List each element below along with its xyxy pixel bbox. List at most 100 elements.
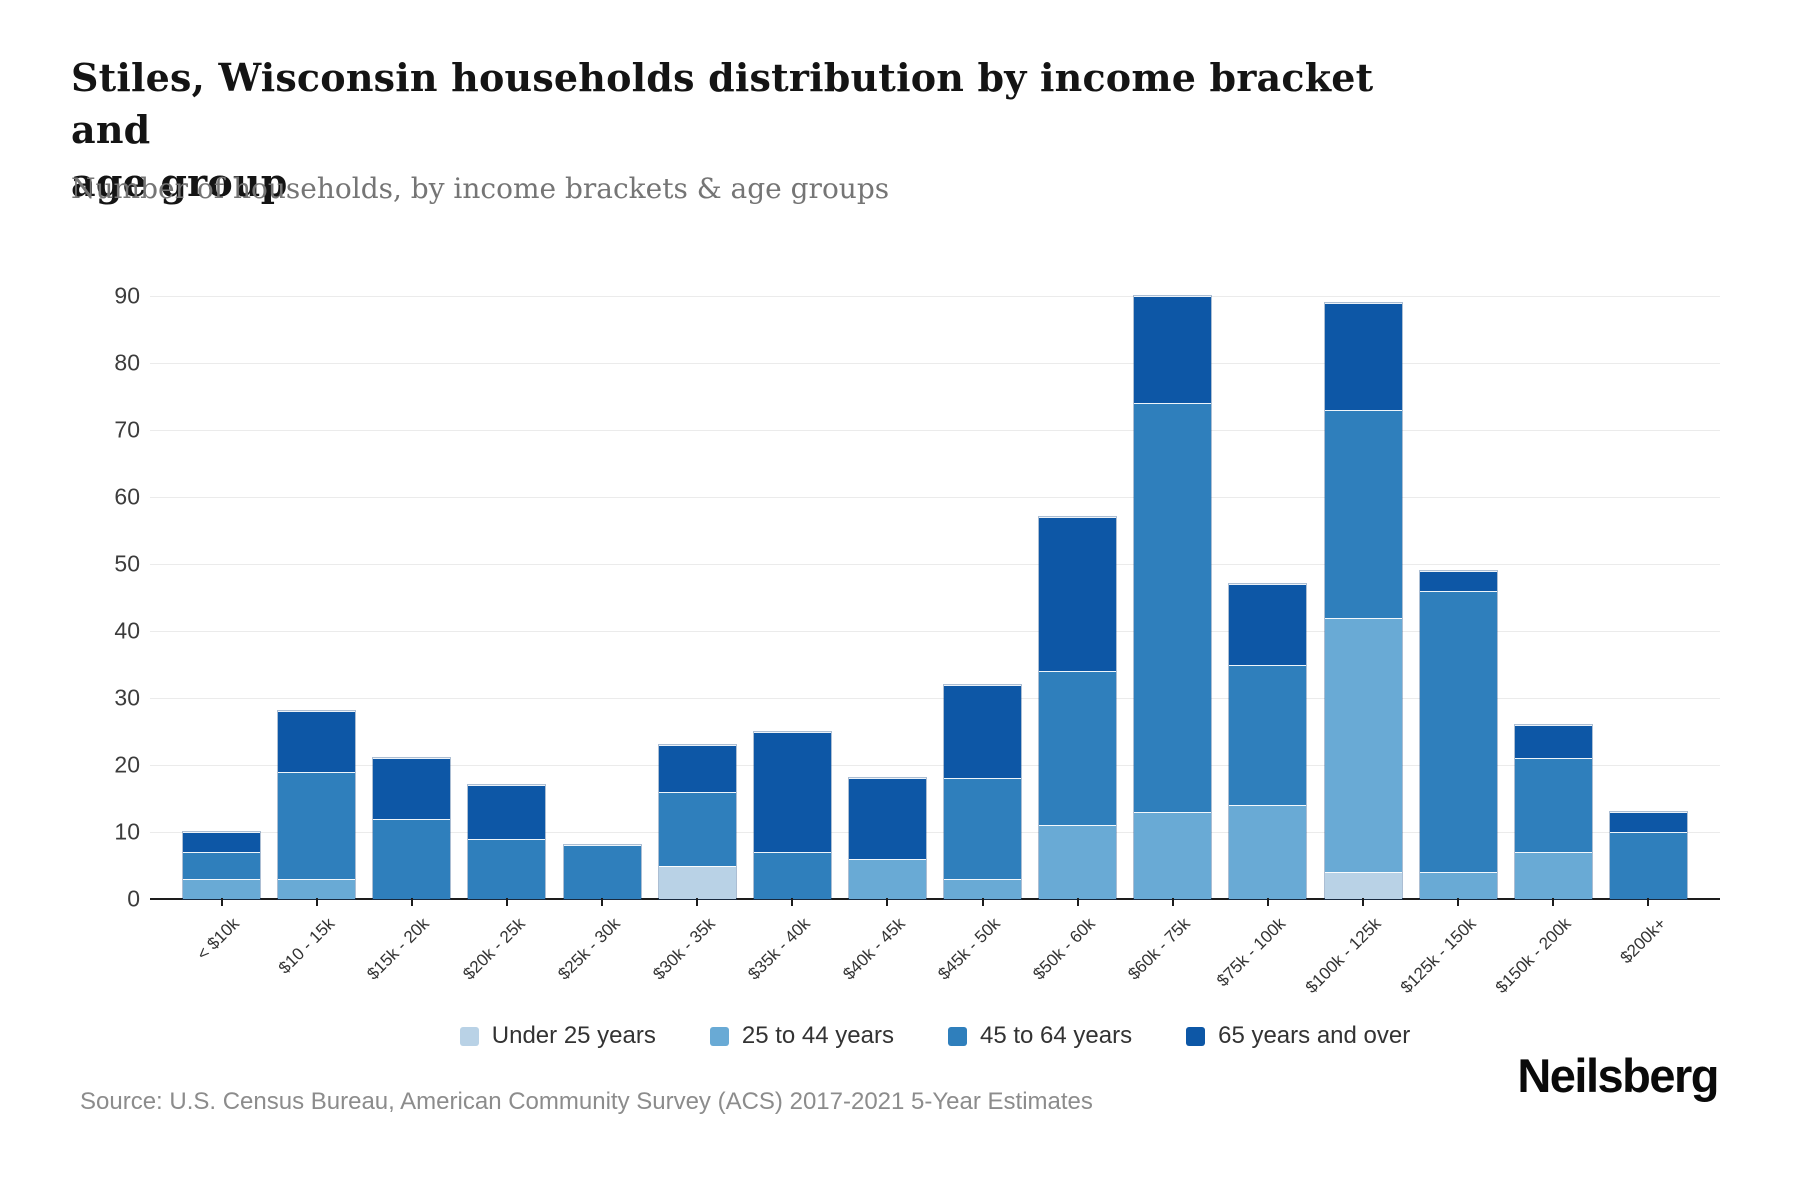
- gridline-y20: [150, 765, 1720, 766]
- bar-10k[interactable]: [182, 831, 262, 900]
- bar-45k-50k[interactable]: [943, 683, 1023, 901]
- y-axis-tick-label-30: 30: [114, 684, 140, 711]
- bar-segment-45-to-64-years[interactable]: [753, 852, 831, 899]
- bar-10-15k[interactable]: [277, 710, 357, 900]
- bar-segment-45-to-64-years[interactable]: [563, 845, 641, 899]
- bar-segment-45-to-64-years[interactable]: [1229, 664, 1307, 806]
- bar-segment-65-years-and-over[interactable]: [1039, 517, 1117, 672]
- bar-segment-25-to-44-years[interactable]: [183, 878, 261, 899]
- x-axis-tick-label: $10 - 15k: [274, 914, 339, 978]
- bar-segment-45-to-64-years[interactable]: [1419, 590, 1497, 873]
- legend-item-45-to-64-years[interactable]: 45 to 64 years: [947, 1022, 1133, 1050]
- legend-label: 45 to 64 years: [979, 1022, 1133, 1049]
- legend-item-65-years-and-over[interactable]: 65 years and over: [1186, 1022, 1410, 1050]
- gridline-y50: [150, 564, 1720, 565]
- bar-segment-45-to-64-years[interactable]: [468, 838, 546, 899]
- gridline-y90: [150, 296, 1720, 297]
- bar-segment-45-to-64-years[interactable]: [1609, 832, 1687, 899]
- x-axis-tick: [1076, 898, 1079, 906]
- bar-segment-65-years-and-over[interactable]: [753, 731, 831, 853]
- bar-segment-25-to-44-years[interactable]: [1039, 825, 1117, 899]
- x-axis-tick-label: $150k - 200k: [1491, 914, 1575, 997]
- bar-segment-45-to-64-years[interactable]: [1324, 409, 1402, 618]
- bar-segment-25-to-44-years[interactable]: [1514, 852, 1592, 899]
- x-axis-tick: [505, 898, 508, 906]
- bar-segment-65-years-and-over[interactable]: [278, 711, 356, 772]
- bar-segment-65-years-and-over[interactable]: [183, 832, 261, 853]
- x-axis-tick: [220, 898, 223, 906]
- gridline-y30: [150, 698, 1720, 699]
- bar-25k-30k[interactable]: [562, 844, 642, 900]
- y-axis-tick-label-0: 0: [127, 885, 140, 912]
- neilsberg-logo: Neilsberg: [1517, 1049, 1719, 1102]
- x-axis-tick-label: $100k - 125k: [1301, 914, 1385, 997]
- bar-30k-35k[interactable]: [657, 743, 737, 901]
- legend-item-25-to-44-years[interactable]: 25 to 44 years: [709, 1022, 894, 1050]
- bar-segment-65-years-and-over[interactable]: [1134, 296, 1212, 404]
- bar-segment-45-to-64-years[interactable]: [183, 852, 261, 879]
- bar-segment-65-years-and-over[interactable]: [848, 778, 926, 859]
- legend: Under 25 years 25 to 44 years 45 to 64 yea…: [150, 1022, 1720, 1050]
- bar-segment-25-to-44-years[interactable]: [1229, 805, 1307, 899]
- bar-40k-45k[interactable]: [847, 777, 927, 900]
- legend-item-under-25-years[interactable]: Under 25 years: [459, 1022, 656, 1050]
- chart-title: Stiles, Wisconsin households distributio…: [71, 52, 1411, 209]
- x-axis-tick: [1552, 898, 1555, 906]
- legend-swatch: [1186, 1026, 1206, 1046]
- bar-segment-45-to-64-years[interactable]: [1134, 403, 1212, 812]
- bar-segment-45-to-64-years[interactable]: [278, 771, 356, 879]
- bar-segment-65-years-and-over[interactable]: [373, 758, 451, 819]
- bar-segment-45-to-64-years[interactable]: [944, 778, 1022, 879]
- bar-segment-under-25-years[interactable]: [658, 865, 736, 899]
- bar-segment-65-years-and-over[interactable]: [658, 744, 736, 792]
- bar-75k-100k[interactable]: [1228, 583, 1308, 900]
- bar-segment-25-to-44-years[interactable]: [1324, 617, 1402, 873]
- bar-segment-65-years-and-over[interactable]: [1419, 570, 1497, 591]
- bar-segment-65-years-and-over[interactable]: [1324, 302, 1402, 410]
- bar-segment-25-to-44-years[interactable]: [278, 878, 356, 899]
- source-attribution: Source: U.S. Census Bureau, American Com…: [80, 1088, 1093, 1115]
- y-axis-tick-label-80: 80: [114, 349, 140, 376]
- y-axis-tick-label-50: 50: [114, 550, 140, 577]
- bar-segment-45-to-64-years[interactable]: [1514, 758, 1592, 853]
- gridline-y80: [150, 363, 1720, 364]
- bar-segment-65-years-and-over[interactable]: [944, 684, 1022, 779]
- gridline-y40: [150, 631, 1720, 632]
- x-axis-tick-label: $60k - 75k: [1124, 914, 1195, 984]
- bar-20k-25k[interactable]: [467, 784, 547, 900]
- x-axis-tick-label: $45k - 50k: [934, 914, 1004, 984]
- y-axis-tick-label-20: 20: [114, 751, 140, 778]
- y-axis-tick-label-90: 90: [114, 282, 140, 309]
- bar-segment-25-to-44-years[interactable]: [848, 858, 926, 899]
- bar-segment-65-years-and-over[interactable]: [1229, 584, 1307, 665]
- legend-swatch: [947, 1026, 967, 1046]
- bar-50k-60k[interactable]: [1038, 516, 1118, 900]
- bar-segment-25-to-44-years[interactable]: [944, 878, 1022, 899]
- x-axis-tick: [1647, 898, 1650, 906]
- x-axis-tick-label: $25k - 30k: [553, 914, 624, 984]
- bar-35k-40k[interactable]: [752, 730, 832, 901]
- bar-200k[interactable]: [1608, 810, 1688, 901]
- bar-100k-125k[interactable]: [1323, 301, 1403, 901]
- legend-swatch: [709, 1026, 729, 1046]
- bar-segment-under-25-years[interactable]: [1324, 872, 1402, 899]
- x-axis-tick: [315, 898, 318, 906]
- x-axis-tick: [410, 898, 413, 906]
- bar-segment-45-to-64-years[interactable]: [373, 818, 451, 899]
- bar-segment-45-to-64-years[interactable]: [1039, 671, 1117, 826]
- bar-125k-150k[interactable]: [1418, 569, 1498, 901]
- x-axis-tick-label: $15k - 20k: [363, 914, 434, 984]
- bar-segment-25-to-44-years[interactable]: [1134, 811, 1212, 899]
- x-axis-tick-label: < $10k: [193, 914, 243, 964]
- bar-150k-200k[interactable]: [1513, 723, 1593, 901]
- bar-60k-75k[interactable]: [1133, 295, 1213, 900]
- bar-segment-65-years-and-over[interactable]: [1609, 811, 1687, 832]
- bar-segment-25-to-44-years[interactable]: [1419, 872, 1497, 899]
- x-axis-tick-label: $200k+: [1616, 914, 1670, 968]
- chart-title-line2: age group: [71, 159, 288, 205]
- bar-15k-20k[interactable]: [372, 757, 452, 900]
- bar-segment-65-years-and-over[interactable]: [1514, 724, 1592, 759]
- bar-segment-65-years-and-over[interactable]: [468, 785, 546, 839]
- bar-segment-45-to-64-years[interactable]: [658, 791, 736, 866]
